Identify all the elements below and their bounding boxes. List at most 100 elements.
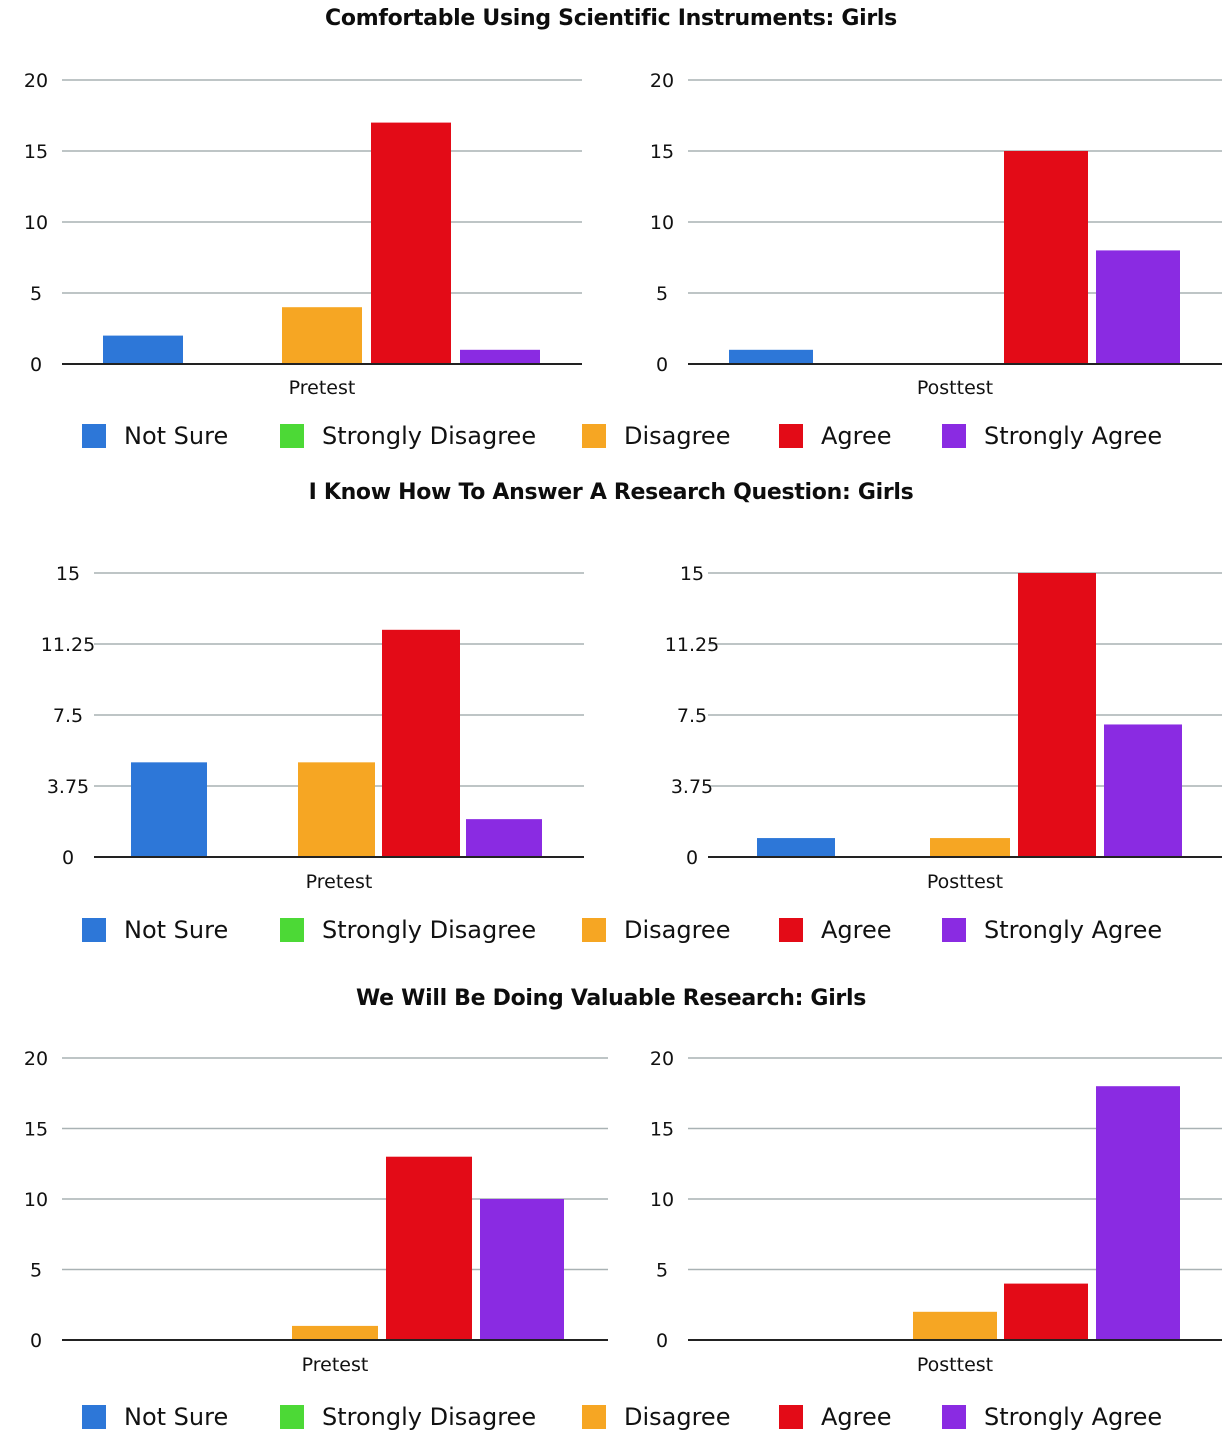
chart-valuable-research-posttest: 0 5 10 15 20 Posttest [650, 1048, 1222, 1376]
y-tick-label: 5 [656, 283, 668, 305]
legend-item-disagree: Disagree [582, 1401, 730, 1433]
bar-agree [1004, 151, 1088, 364]
x-axis-label: Posttest [917, 1354, 993, 1376]
legend-swatch [82, 918, 106, 942]
legend-label: Strongly Disagree [322, 1403, 537, 1431]
legend-item-strongly-disagree: Strongly Disagree [280, 914, 536, 946]
y-tick-label: 10 [24, 1189, 48, 1211]
bar-strongly-agree [460, 349, 540, 364]
bar-disagree [930, 838, 1010, 857]
chart-research-question-posttest: 0 3.75 7.5 11.25 15 Posttest [665, 563, 1222, 893]
legend-swatch [942, 424, 966, 448]
legend-label: Strongly Agree [984, 422, 1163, 450]
y-tick-label: 20 [650, 1048, 674, 1070]
y-tick-label: 0 [62, 847, 74, 869]
y-tick-label: 11.25 [41, 634, 95, 656]
legend-label: Strongly Disagree [322, 422, 537, 450]
y-tick-label: 10 [650, 212, 674, 234]
legend-swatch [942, 1405, 966, 1429]
x-axis-label: Posttest [927, 871, 1003, 893]
y-tick-label: 20 [24, 70, 48, 92]
legend-swatch [582, 918, 606, 942]
y-tick-label: 7.5 [677, 705, 707, 727]
y-tick-label: 5 [30, 283, 42, 305]
legend-swatch [582, 1405, 606, 1429]
y-tick-label: 10 [650, 1189, 674, 1211]
legend-item-strongly-agree: Strongly Agree [942, 420, 1162, 452]
legend-label: Agree [821, 422, 892, 450]
legend-swatch [280, 1405, 304, 1429]
chart-valuable-research-pretest: 0 5 10 15 20 Pretest [24, 1048, 608, 1376]
y-tick-label: 5 [656, 1260, 668, 1282]
legend-label: Disagree [624, 1403, 731, 1431]
bar-strongly-agree [1096, 1086, 1180, 1340]
section-title: We Will Be Doing Valuable Research: Girl… [355, 986, 867, 1011]
y-tick-label: 20 [24, 1048, 48, 1070]
x-axis-label: Pretest [306, 871, 373, 893]
y-tick-label: 11.25 [665, 634, 719, 656]
y-tick-label: 7.5 [53, 705, 83, 727]
legend-label: Strongly Disagree [322, 916, 537, 944]
y-tick-label: 5 [30, 1260, 42, 1282]
y-tick-label: 0 [30, 354, 42, 376]
legend-label: Disagree [624, 422, 731, 450]
bar-strongly-agree [1104, 724, 1182, 857]
y-tick-label: 0 [686, 847, 698, 869]
bar-strongly-agree [480, 1199, 564, 1340]
y-tick-label: 10 [24, 212, 48, 234]
legend-label: Agree [821, 1403, 892, 1431]
y-tick-label: 15 [24, 141, 48, 163]
x-axis-label: Pretest [289, 377, 356, 399]
bar-agree [1018, 573, 1096, 857]
chart-comfortable-pretest: 0 5 10 15 20 Pretest [24, 70, 582, 399]
bar-not-sure [729, 349, 813, 364]
legend-label: Strongly Agree [984, 1403, 1163, 1431]
legend-item-disagree: Disagree [582, 420, 730, 452]
legend-label: Strongly Agree [984, 916, 1163, 944]
bar-strongly-agree [466, 819, 542, 857]
bar-agree [386, 1156, 472, 1340]
bar-disagree [282, 307, 362, 364]
y-tick-label: 15 [56, 563, 80, 585]
bar-not-sure [757, 838, 835, 857]
legend-label: Disagree [624, 916, 731, 944]
bar-disagree [913, 1311, 997, 1340]
legend-item-agree: Agree [779, 1401, 892, 1433]
y-tick-label: 0 [656, 1330, 668, 1352]
legend-item-disagree: Disagree [582, 914, 730, 946]
x-axis-label: Posttest [917, 377, 993, 399]
legend-item-strongly-disagree: Strongly Disagree [280, 420, 536, 452]
legend-label: Not Sure [124, 422, 229, 450]
y-tick-label: 3.75 [47, 776, 89, 798]
bar-not-sure [103, 335, 183, 364]
y-tick-label: 15 [24, 1119, 48, 1141]
legend-swatch [942, 918, 966, 942]
legend-swatch [779, 1405, 803, 1429]
legend: Not Sure Strongly Disagree Disagree Agree St… [0, 1401, 1222, 1433]
legend-swatch [280, 918, 304, 942]
legend-label: Agree [821, 916, 892, 944]
legend-swatch [582, 424, 606, 448]
bar-agree [371, 122, 451, 364]
bar-disagree [292, 1325, 378, 1340]
y-tick-label: 15 [650, 1119, 674, 1141]
legend-item-agree: Agree [779, 420, 892, 452]
legend-label: Not Sure [124, 1403, 229, 1431]
y-tick-label: 15 [650, 141, 674, 163]
y-tick-label: 15 [680, 563, 704, 585]
legend-swatch [779, 918, 803, 942]
legend-label: Not Sure [124, 916, 229, 944]
legend-item-agree: Agree [779, 914, 892, 946]
bar-disagree [298, 762, 375, 857]
chart-research-question-pretest: 0 3.75 7.5 11.25 15 Pretest [41, 563, 584, 893]
y-tick-label: 0 [30, 1330, 42, 1352]
legend-swatch [82, 1405, 106, 1429]
legend-item-not-sure: Not Sure [82, 1401, 228, 1433]
bar-agree [1004, 1283, 1088, 1340]
legend: Not Sure Strongly Disagree Disagree Agree St… [0, 914, 1222, 946]
legend-item-not-sure: Not Sure [82, 420, 228, 452]
chart-comfortable-posttest: 0 5 10 15 20 Posttest [650, 70, 1222, 399]
legend-swatch [280, 424, 304, 448]
legend-swatch [82, 424, 106, 448]
y-tick-label: 20 [650, 70, 674, 92]
